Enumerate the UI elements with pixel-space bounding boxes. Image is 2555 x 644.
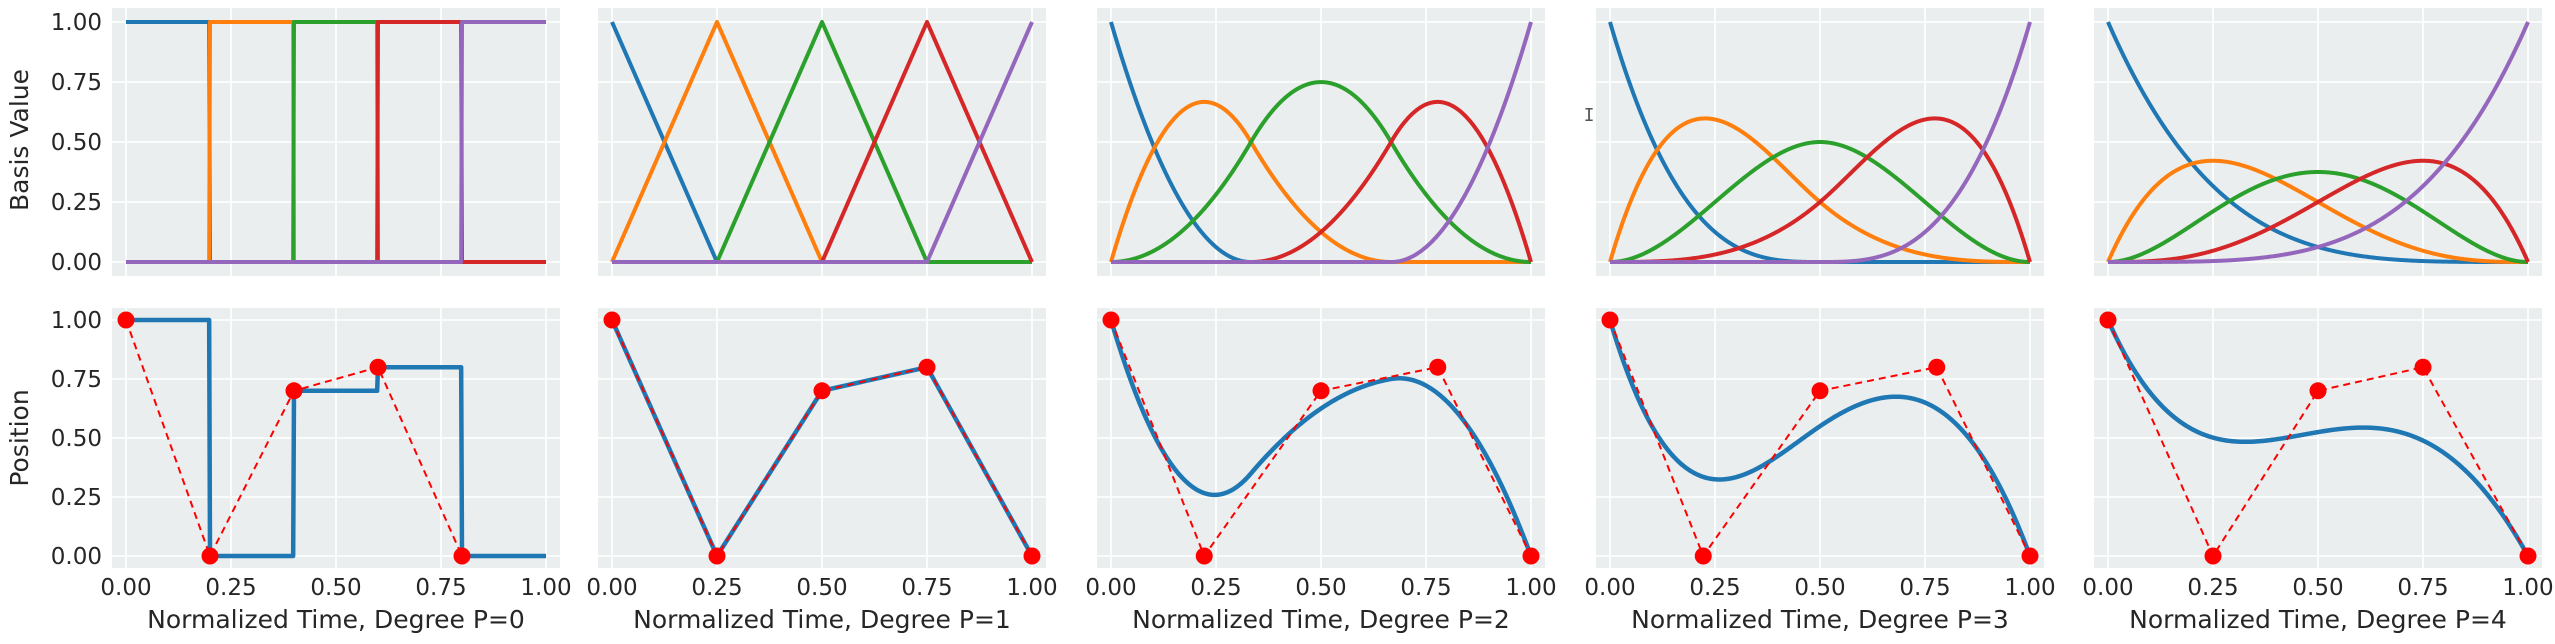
x-tick-label: 0.00 xyxy=(2082,575,2133,601)
text-cursor-glyph: I xyxy=(1584,105,1595,126)
spline-trajectory xyxy=(124,317,548,559)
control-point xyxy=(2309,382,2327,400)
basis-function-2 xyxy=(2106,170,2530,264)
control-point xyxy=(813,382,831,400)
control-polygon xyxy=(611,319,1033,559)
control-point xyxy=(1429,358,1447,376)
panel-trajectory-p4: 0.00 0.25 0.50 0.75 1.00 Normalized Time, Deg… xyxy=(2082,308,2554,634)
panel-trajectory-p1: 0.00 0.25 0.50 0.75 1.00 Normalized Time, Deg… xyxy=(586,308,1058,634)
control-point xyxy=(1195,547,1213,565)
basis-function-4 xyxy=(610,21,1034,264)
x-tick-label: 1.00 xyxy=(1006,575,1057,601)
control-polygon xyxy=(2107,319,2529,559)
control-point xyxy=(453,547,471,565)
basis-function-4 xyxy=(1109,21,1533,264)
panel-basis-p3 xyxy=(1596,8,2044,276)
x-tick-label: 0.25 xyxy=(1689,575,1740,601)
spline-trajectory xyxy=(2105,319,2530,558)
basis-function-2 xyxy=(1608,140,2032,264)
y-tick-label: 0.25 xyxy=(51,190,102,216)
control-point xyxy=(2519,547,2537,565)
basis-function-4 xyxy=(124,20,548,264)
control-point xyxy=(1102,311,1120,329)
control-point xyxy=(2099,311,2117,329)
panel-basis-p2 xyxy=(1097,8,1545,276)
y-tick-label: 0.50 xyxy=(51,426,102,452)
control-point xyxy=(1811,382,1829,400)
x-axis-label: Normalized Time, Degree P=1 xyxy=(633,605,1011,634)
bottom-row-ylabel: Position xyxy=(5,389,34,486)
x-axis-label: Normalized Time, Degree P=2 xyxy=(1132,605,1510,634)
y-tick-label: 0.75 xyxy=(51,367,102,393)
y-tick-label: 0.00 xyxy=(51,250,102,276)
control-point xyxy=(1522,547,1540,565)
x-tick-label: 1.00 xyxy=(1505,575,1556,601)
control-point xyxy=(1601,311,1619,329)
spline-trajectory xyxy=(1108,319,1534,557)
y-tick-label: 0.25 xyxy=(51,485,102,511)
x-tick-label: 1.00 xyxy=(2004,575,2055,601)
x-tick-label: 0.75 xyxy=(1899,575,1950,601)
x-axis-label: Normalized Time, Degree P=0 xyxy=(147,605,525,634)
control-point xyxy=(2021,547,2039,565)
panel-basis-p4 xyxy=(2094,8,2542,276)
control-point xyxy=(708,547,726,565)
control-point xyxy=(117,311,135,329)
x-tick-label: 0.50 xyxy=(796,575,847,601)
top-row-ylabel: Basis Value xyxy=(5,69,34,211)
x-axis-label: Normalized Time, Degree P=3 xyxy=(1631,605,2009,634)
y-tick-label: 1.00 xyxy=(51,308,102,334)
control-point xyxy=(285,382,303,400)
control-point xyxy=(1928,358,1946,376)
x-tick-label: 0.25 xyxy=(1190,575,1241,601)
x-tick-label: 1.00 xyxy=(2502,575,2553,601)
x-tick-label: 0.50 xyxy=(1295,575,1346,601)
x-tick-label: 0.75 xyxy=(2397,575,2448,601)
panel-basis-p0: 0.00 0.25 0.50 0.75 1.00 xyxy=(51,8,560,276)
x-tick-label: 0.25 xyxy=(2187,575,2238,601)
panel-trajectory-p2: 0.00 0.25 0.50 0.75 1.00 Normalized Time, Deg… xyxy=(1085,308,1557,634)
control-point xyxy=(2414,358,2432,376)
y-tick-label: 0.75 xyxy=(51,70,102,96)
control-point xyxy=(918,358,936,376)
x-tick-label: 0.25 xyxy=(205,575,256,601)
panel-trajectory-p3: 0.00 0.25 0.50 0.75 1.00 Normalized Time, Deg… xyxy=(1584,308,2056,634)
panel-trajectory-p0: 0.00 0.25 0.50 0.75 1.00 0.00 0.25 0.50 0.75 1.00… xyxy=(51,308,572,634)
x-tick-label: 0.50 xyxy=(2292,575,2343,601)
basis-function-3 xyxy=(1608,116,2032,264)
control-point xyxy=(603,311,621,329)
control-point xyxy=(369,358,387,376)
x-tick-label: 0.75 xyxy=(415,575,466,601)
x-axis-label: Normalized Time, Degree P=4 xyxy=(2129,605,2507,634)
x-tick-label: 0.75 xyxy=(901,575,952,601)
control-point xyxy=(1023,547,1041,565)
control-point xyxy=(1694,547,1712,565)
x-tick-label: 0.50 xyxy=(1794,575,1845,601)
control-point xyxy=(201,547,219,565)
y-tick-label: 0.00 xyxy=(51,544,102,570)
x-tick-label: 1.00 xyxy=(520,575,571,601)
spline-trajectory xyxy=(1607,319,2033,557)
panel-basis-p1 xyxy=(598,8,1046,276)
control-point xyxy=(2204,547,2222,565)
basis-function-3 xyxy=(2106,158,2530,264)
x-tick-label: 0.25 xyxy=(691,575,742,601)
x-tick-label: 0.00 xyxy=(1085,575,1136,601)
y-tick-label: 0.50 xyxy=(51,130,102,156)
basis-function-4 xyxy=(1608,21,2032,264)
basis-function-4 xyxy=(2106,21,2530,264)
control-point xyxy=(1312,382,1330,400)
basis-function-2 xyxy=(1109,80,1533,264)
y-tick-label: 1.00 xyxy=(51,10,102,36)
x-tick-label: 0.75 xyxy=(1400,575,1451,601)
x-tick-label: 0.00 xyxy=(586,575,637,601)
x-tick-label: 0.00 xyxy=(1584,575,1635,601)
x-tick-label: 0.50 xyxy=(310,575,361,601)
x-tick-label: 0.00 xyxy=(100,575,151,601)
